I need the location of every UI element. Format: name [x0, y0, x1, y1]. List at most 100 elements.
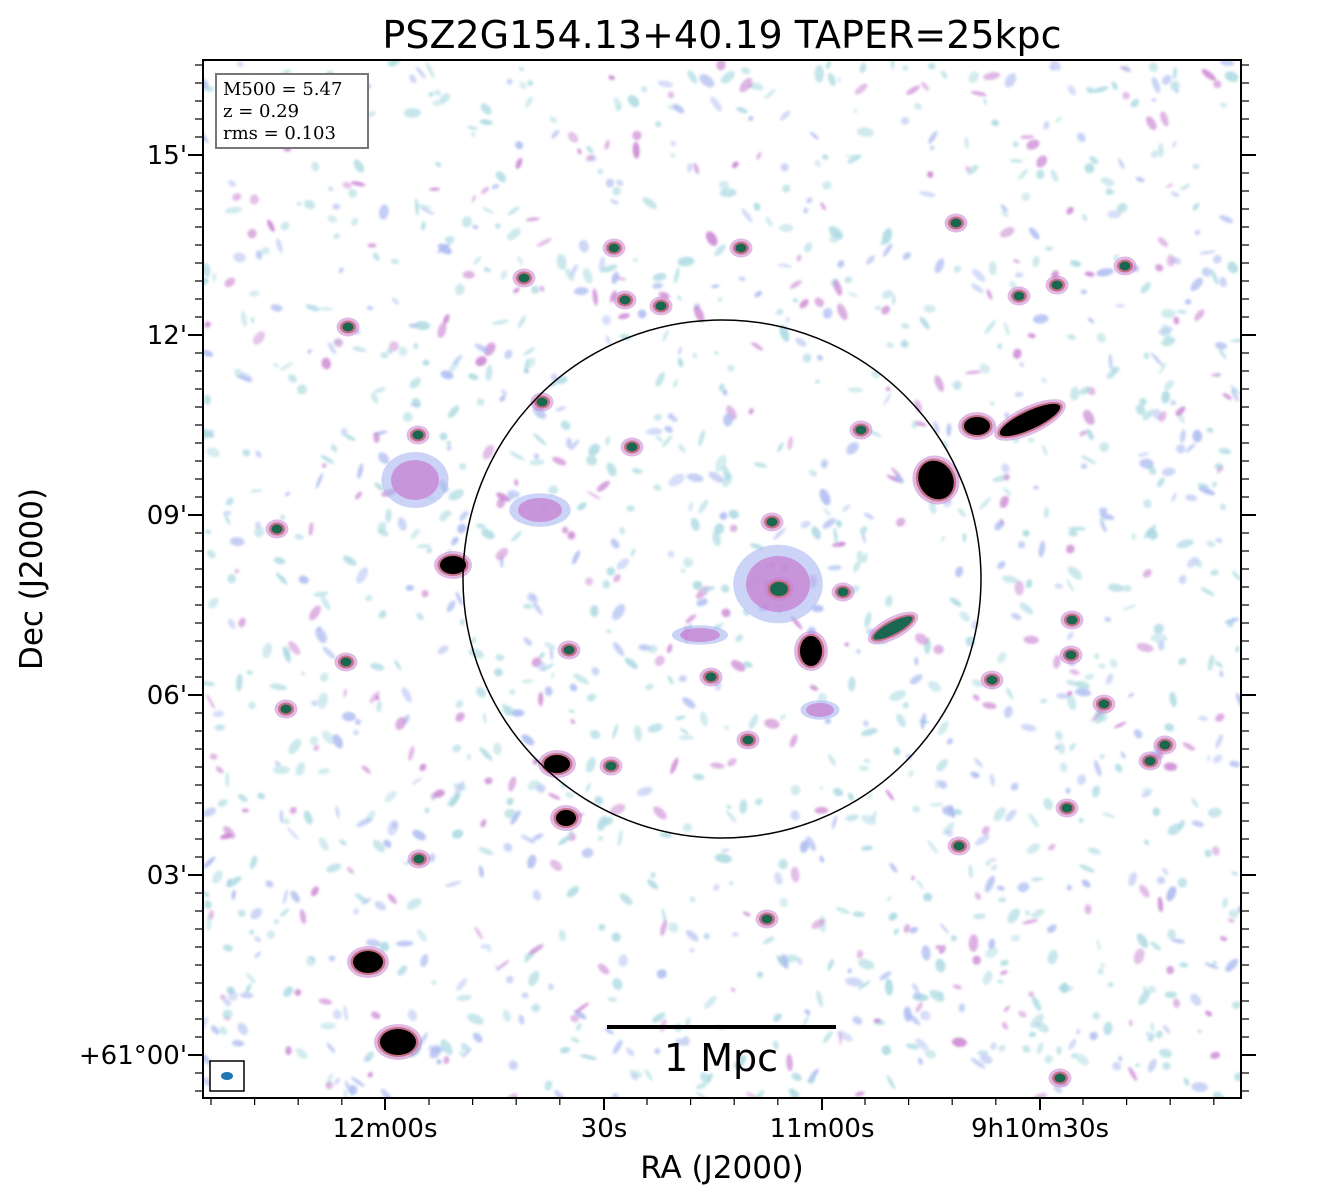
noise-blob — [692, 352, 698, 359]
noise-blob — [1043, 507, 1049, 519]
noise-blob — [309, 956, 316, 962]
noise-blob — [837, 77, 842, 83]
noise-blob — [787, 436, 793, 451]
noise-blob — [1022, 919, 1039, 925]
noise-blob — [906, 85, 920, 95]
noise-blob — [888, 912, 898, 921]
noise-blob — [937, 991, 944, 998]
noise-blob — [1215, 713, 1225, 722]
noise-blob — [524, 358, 529, 375]
source-core — [705, 672, 717, 682]
noise-blob — [1157, 876, 1165, 885]
noise-blob — [1079, 386, 1091, 395]
noise-blob — [817, 354, 823, 361]
noise-blob — [1104, 616, 1112, 622]
noise-blob — [965, 166, 970, 172]
noise-blob — [246, 670, 253, 675]
noise-blob — [286, 826, 299, 841]
noise-blob — [1076, 1028, 1081, 1035]
noise-blob — [789, 280, 802, 289]
noise-blob — [288, 374, 297, 383]
noise-blob — [248, 290, 260, 297]
noise-blob — [249, 855, 258, 870]
info-redshift: z = 0.29 — [223, 101, 299, 122]
noise-blob — [1150, 352, 1163, 367]
noise-blob — [1218, 347, 1227, 360]
noise-blob — [908, 770, 914, 777]
noise-blob — [485, 365, 493, 382]
noise-blob — [1116, 202, 1128, 213]
noise-blob — [881, 1045, 892, 1056]
noise-blob — [1002, 1022, 1008, 1030]
noise-blob — [1128, 871, 1138, 887]
noise-blob — [610, 803, 626, 816]
noise-blob — [594, 795, 604, 806]
noise-blob — [1191, 798, 1199, 808]
noise-blob — [820, 459, 829, 469]
noise-blob — [949, 597, 962, 607]
noise-blob — [208, 910, 215, 920]
noise-blob — [748, 115, 754, 122]
noise-blob — [745, 1092, 756, 1098]
noise-blob — [1099, 513, 1115, 520]
noise-blob — [789, 734, 798, 748]
noise-blob — [1229, 760, 1241, 768]
noise-blob — [378, 452, 390, 464]
noise-blob — [885, 595, 893, 607]
noise-blob — [591, 667, 600, 676]
noise-blob — [705, 231, 718, 246]
source-core — [340, 657, 352, 667]
noise-blob — [388, 341, 399, 352]
noise-blob — [551, 129, 560, 139]
noise-blob — [860, 728, 878, 736]
noise-blob — [480, 103, 492, 115]
noise-blob — [1030, 908, 1045, 919]
noise-blob — [704, 995, 717, 1009]
noise-blob — [714, 350, 719, 356]
noise-blob — [1150, 941, 1162, 951]
noise-blob — [1099, 442, 1110, 452]
noise-blob — [295, 762, 306, 776]
noise-blob — [350, 1076, 365, 1087]
noise-blob — [436, 1059, 442, 1065]
noise-blob — [997, 651, 1007, 664]
noise-blob — [605, 335, 611, 345]
noise-blob — [905, 1043, 919, 1050]
noise-blob — [1206, 754, 1211, 762]
noise-blob — [523, 347, 536, 356]
noise-blob — [914, 633, 929, 645]
noise-blob — [598, 923, 606, 931]
noise-blob — [764, 89, 776, 100]
noise-blob — [1172, 140, 1177, 149]
noise-blob — [606, 629, 612, 634]
noise-blob — [296, 384, 308, 395]
noise-blob — [687, 70, 698, 84]
noise-blob — [500, 270, 508, 280]
noise-blob — [348, 188, 357, 198]
noise-blob — [1155, 263, 1164, 272]
noise-blob — [672, 103, 685, 114]
noise-blob — [309, 736, 319, 746]
noise-blob — [856, 127, 874, 137]
noise-blob — [519, 81, 527, 90]
noise-blob — [1157, 237, 1169, 248]
noise-blob — [996, 979, 1004, 984]
noise-blob — [1086, 87, 1095, 94]
noise-blob — [1033, 485, 1039, 490]
noise-blob — [1027, 437, 1035, 444]
noise-blob — [460, 618, 465, 626]
noise-blob — [504, 705, 514, 715]
noise-blob — [437, 645, 449, 655]
noise-blob — [930, 145, 935, 150]
noise-blob — [882, 243, 893, 257]
noise-blob — [408, 745, 415, 761]
noise-blob — [224, 206, 243, 214]
noise-blob — [357, 463, 364, 479]
noise-blob — [688, 501, 694, 512]
noise-blob — [387, 60, 401, 67]
noise-blob — [564, 268, 575, 282]
noise-blob — [411, 777, 422, 785]
noise-blob — [1227, 261, 1239, 274]
noise-blob — [968, 865, 973, 878]
plot-frame — [202, 59, 1242, 1099]
